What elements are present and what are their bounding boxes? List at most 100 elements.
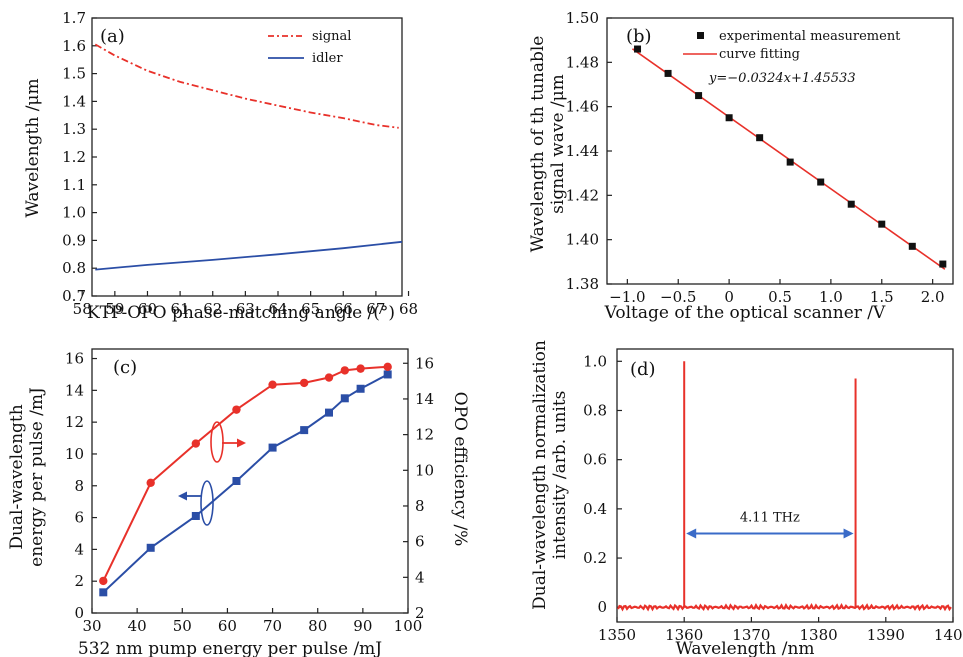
- chart-a-ytick-label: 1.1: [62, 176, 86, 194]
- chart-a-legend-signal: signal: [312, 29, 351, 44]
- chart-c-ylabel-line2: energy per pulse /mJ: [27, 387, 47, 567]
- chart-b-xlabel: Voltage of the optical scanner /V: [604, 303, 886, 323]
- chart-d: 0 0.2 0.4 0.6 0.8 1.0 1350 1360 1370 1380 1390 1400…: [513, 327, 963, 657]
- chart-a-ylabel: Wavelength /μm: [23, 78, 43, 217]
- chart-c-xtick-label: 50: [173, 617, 192, 635]
- chart-b-point: [787, 159, 794, 166]
- chart-b-point: [726, 114, 733, 121]
- chart-b-ylabel-line2: signal wave /μm: [548, 74, 568, 214]
- chart-b-point: [817, 179, 824, 186]
- chart-c-point-right: [232, 405, 240, 413]
- chart-d-ytick-label: 0.2: [583, 549, 607, 567]
- chart-c-point-right: [99, 577, 107, 585]
- chart-a-legend-idler: idler: [312, 51, 343, 66]
- chart-c-arrow-left-head: [178, 492, 187, 501]
- chart-c-y2tick-label: 4: [415, 568, 425, 586]
- chart-b-equation: y=−0.0324x+1.45533: [708, 71, 856, 86]
- chart-c-ylabel-line1: Dual-wavelength: [7, 404, 27, 549]
- chart-a: 0.7 0.8 0.9 1.0 1.1 1.2 1.3 1.4 1.5 1.6 1.7 58 59 60 6…: [0, 0, 330, 320]
- chart-c-panel-label: (c): [113, 357, 137, 378]
- chart-c-ytick-label: 6: [74, 509, 84, 527]
- chart-d-ylabel-line1: Dual-wavelength normalization: [530, 340, 550, 610]
- chart-a-series-idler: [95, 242, 402, 270]
- chart-c-point-left: [147, 544, 155, 552]
- chart-c-point-left: [232, 477, 240, 485]
- chart-d-panel-label: (d): [630, 359, 656, 380]
- chart-c-y2tick-label: 12: [415, 426, 434, 444]
- chart-a-ytick-label: 1.2: [62, 148, 86, 166]
- chart-c-point-left: [192, 512, 200, 520]
- chart-b-point: [695, 92, 702, 99]
- chart-c-xtick-label: 30: [82, 617, 101, 635]
- chart-c-point-left: [269, 444, 277, 452]
- chart-d-ytick-label: 0: [597, 598, 607, 616]
- chart-c-ellipse-right: [211, 422, 223, 462]
- chart-b-ytick-label: 1.46: [566, 98, 599, 116]
- chart-c-xtick-label: 100: [394, 617, 423, 635]
- chart-b-legend-fit: curve fitting: [719, 47, 800, 62]
- chart-c-point-left: [384, 370, 392, 378]
- chart-a-ytick-label: 0.9: [62, 231, 86, 249]
- chart-c-y2tick-label: 8: [415, 497, 425, 515]
- chart-b-ylabel-line1: Wavelength of th tunable: [528, 36, 548, 253]
- chart-b-ytick-label: 1.44: [566, 142, 599, 160]
- chart-c-point-right: [146, 479, 154, 487]
- chart-c-y2tick-label: 14: [415, 390, 434, 408]
- chart-b-point: [756, 134, 763, 141]
- chart-c-point-right: [341, 366, 349, 374]
- chart-c-point-left: [300, 426, 308, 434]
- chart-c-point-left: [341, 394, 349, 402]
- chart-d-ytick-label: 0.8: [583, 401, 607, 419]
- chart-a-grid: 0.7 0.8 0.9 1.0 1.1 1.2 1.3 1.4 1.5 1.6 1.7 58 59 60 6…: [62, 9, 418, 318]
- chart-a-series-signal: [95, 44, 398, 127]
- chart-c-ytick-label: 10: [65, 445, 84, 463]
- chart-a-ytick-label: 1.7: [62, 9, 86, 27]
- chart-d-frame: [617, 349, 953, 622]
- chart-c-y2tick-label: 6: [415, 533, 425, 551]
- chart-c-point-left: [325, 409, 333, 417]
- chart-b-point: [939, 261, 946, 268]
- chart-c-point-left: [99, 588, 107, 596]
- chart-b-ytick-label: 1.40: [566, 231, 599, 249]
- chart-c-ytick-label: 8: [74, 477, 84, 495]
- chart-b-point: [878, 221, 885, 228]
- chart-c-point-right: [356, 364, 364, 372]
- chart-a-xtick-label: 68: [399, 300, 418, 318]
- chart-d-ylabel-line2: intensity /arb. units: [550, 391, 570, 560]
- chart-b-xtick-label: 2.0: [921, 288, 945, 306]
- chart-b: 1.38 1.40 1.42 1.44 1.46 1.48 1.50 −1.0 −0.5 0 0.5…: [513, 0, 963, 320]
- chart-c-point-right: [383, 363, 391, 371]
- chart-c-point-right: [300, 379, 308, 387]
- chart-c-ytick-label: 4: [74, 540, 84, 558]
- chart-c-point-right: [192, 439, 200, 447]
- chart-b-legend-measurement: experimental measurement: [719, 29, 901, 44]
- chart-a-ytick-label: 1.4: [62, 92, 86, 110]
- chart-d-ytick-label: 0.6: [583, 451, 607, 469]
- chart-c-ytick-label: 12: [65, 413, 84, 431]
- chart-c-ytick-label: 14: [65, 381, 84, 399]
- chart-b-ytick-label: 1.42: [566, 186, 599, 204]
- chart-a-ytick-label: 1.0: [62, 204, 86, 222]
- chart-b-point: [848, 201, 855, 208]
- chart-a-xlabel: KTP-OPO phase-matching angle /(°): [87, 303, 395, 323]
- chart-c-xtick-label: 60: [218, 617, 237, 635]
- chart-c: 024681012141624681012141630 40 50 60 70 80 90 1…: [0, 327, 470, 657]
- chart-c-series-left: [103, 374, 387, 592]
- chart-c-y2tick-label: 10: [415, 461, 434, 479]
- chart-d-ytick-label: 0.4: [583, 500, 607, 518]
- chart-c-ytick-label: 2: [74, 572, 84, 590]
- chart-d-xtick-label: 1390: [867, 626, 905, 644]
- chart-b-ytick-label: 1.38: [566, 275, 599, 293]
- chart-b-point: [665, 70, 672, 77]
- chart-c-point-right: [325, 373, 333, 381]
- chart-d-xtick-label: 1400: [934, 626, 963, 644]
- chart-d-ytick-label: 1.0: [583, 352, 607, 370]
- chart-d-annotation: 4.11 THz: [740, 510, 800, 525]
- chart-a-ytick-label: 0.8: [62, 259, 86, 277]
- chart-a-ytick-label: 1.6: [62, 37, 86, 55]
- chart-a-panel-label: (a): [100, 26, 125, 47]
- chart-a-ytick-label: 1.5: [62, 65, 86, 83]
- chart-c-xtick-label: 80: [308, 617, 327, 635]
- chart-a-frame: [92, 18, 402, 296]
- chart-c-point-left: [357, 385, 365, 393]
